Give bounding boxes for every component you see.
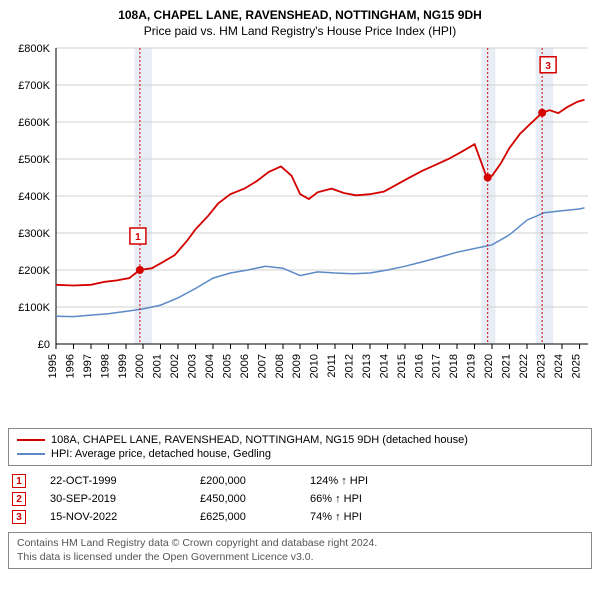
svg-text:2015: 2015 <box>396 354 408 378</box>
svg-text:2017: 2017 <box>431 354 443 378</box>
svg-text:£800K: £800K <box>18 44 50 55</box>
legend-swatch-red <box>17 439 45 441</box>
sale-price: £450,000 <box>200 493 310 505</box>
svg-text:2025: 2025 <box>570 354 582 378</box>
svg-text:2019: 2019 <box>466 354 478 378</box>
svg-text:2020: 2020 <box>483 354 495 378</box>
svg-text:£500K: £500K <box>18 154 50 166</box>
sale-delta: 124% ↑ HPI <box>310 475 430 487</box>
svg-text:2009: 2009 <box>291 354 303 378</box>
legend-item-property: 108A, CHAPEL LANE, RAVENSHEAD, NOTTINGHA… <box>17 433 583 447</box>
svg-text:£0: £0 <box>38 339 50 351</box>
svg-text:£700K: £700K <box>18 80 50 92</box>
svg-text:1999: 1999 <box>117 354 129 378</box>
svg-text:1996: 1996 <box>64 354 76 378</box>
svg-text:£200K: £200K <box>18 265 50 277</box>
svg-text:2003: 2003 <box>187 354 199 378</box>
svg-text:2001: 2001 <box>152 354 164 378</box>
legend-label: HPI: Average price, detached house, Gedl… <box>51 448 271 460</box>
svg-text:2004: 2004 <box>204 354 216 378</box>
svg-text:2014: 2014 <box>378 354 390 378</box>
svg-text:1: 1 <box>135 232 141 243</box>
svg-text:1997: 1997 <box>82 354 94 378</box>
title-subtitle: Price paid vs. HM Land Registry's House … <box>8 24 592 38</box>
sale-delta: 74% ↑ HPI <box>310 511 430 523</box>
svg-text:2007: 2007 <box>256 354 268 378</box>
svg-text:2002: 2002 <box>169 354 181 378</box>
svg-text:3: 3 <box>545 61 551 72</box>
sale-price: £200,000 <box>200 475 310 487</box>
svg-text:2006: 2006 <box>239 354 251 378</box>
legend-item-hpi: HPI: Average price, detached house, Gedl… <box>17 447 583 461</box>
svg-text:2016: 2016 <box>413 354 425 378</box>
legend: 108A, CHAPEL LANE, RAVENSHEAD, NOTTINGHA… <box>8 428 592 466</box>
sales-table: 1 22-OCT-1999 £200,000 124% ↑ HPI 2 30-S… <box>8 472 592 526</box>
svg-text:2010: 2010 <box>309 354 321 378</box>
svg-text:2011: 2011 <box>326 354 338 378</box>
sale-row: 3 15-NOV-2022 £625,000 74% ↑ HPI <box>8 508 592 526</box>
footer-line1: Contains HM Land Registry data © Crown c… <box>17 537 583 551</box>
svg-text:1995: 1995 <box>47 354 59 378</box>
svg-text:£600K: £600K <box>18 117 50 129</box>
price-chart: £0 £100K £200K £300K £400K £500K £600K £700K £80… <box>8 44 592 424</box>
svg-text:2022: 2022 <box>518 354 530 378</box>
svg-text:2013: 2013 <box>361 354 373 378</box>
svg-text:2000: 2000 <box>134 354 146 378</box>
chart-title: 108A, CHAPEL LANE, RAVENSHEAD, NOTTINGHA… <box>8 8 592 38</box>
sale-marker: 2 <box>12 492 26 506</box>
svg-text:£100K: £100K <box>18 302 50 314</box>
sale-marker: 3 <box>12 510 26 524</box>
svg-text:£300K: £300K <box>18 228 50 240</box>
sale-row: 1 22-OCT-1999 £200,000 124% ↑ HPI <box>8 472 592 490</box>
attribution: Contains HM Land Registry data © Crown c… <box>8 532 592 569</box>
sale-date: 15-NOV-2022 <box>50 511 200 523</box>
svg-text:2023: 2023 <box>535 354 547 378</box>
sale-row: 2 30-SEP-2019 £450,000 66% ↑ HPI <box>8 490 592 508</box>
svg-text:2008: 2008 <box>274 354 286 378</box>
legend-label: 108A, CHAPEL LANE, RAVENSHEAD, NOTTINGHA… <box>51 434 468 446</box>
footer-line2: This data is licensed under the Open Gov… <box>17 551 583 565</box>
svg-text:2012: 2012 <box>344 354 356 378</box>
sale-price: £625,000 <box>200 511 310 523</box>
sale-date: 30-SEP-2019 <box>50 493 200 505</box>
svg-text:2018: 2018 <box>448 354 460 378</box>
svg-text:£400K: £400K <box>18 191 50 203</box>
title-address: 108A, CHAPEL LANE, RAVENSHEAD, NOTTINGHA… <box>8 8 592 22</box>
sale-date: 22-OCT-1999 <box>50 475 200 487</box>
svg-text:2005: 2005 <box>221 354 233 378</box>
legend-swatch-blue <box>17 453 45 455</box>
svg-text:2024: 2024 <box>553 354 565 378</box>
svg-text:1998: 1998 <box>99 354 111 378</box>
sale-marker: 1 <box>12 474 26 488</box>
sale-delta: 66% ↑ HPI <box>310 493 430 505</box>
svg-text:2021: 2021 <box>501 354 513 378</box>
